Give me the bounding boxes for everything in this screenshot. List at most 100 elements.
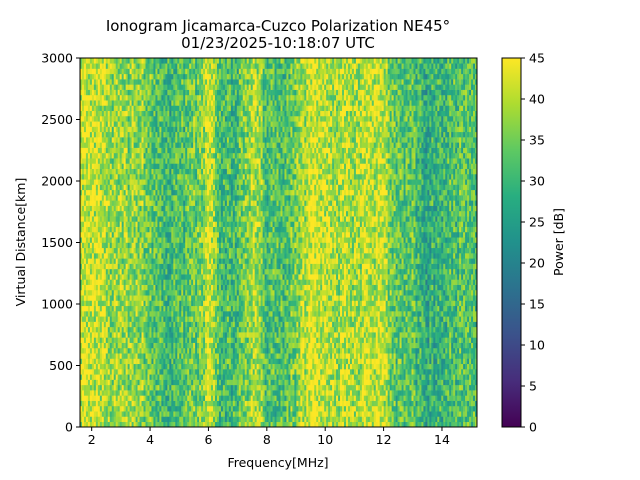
heatmap-cell [133, 152, 136, 159]
heatmap-cell [163, 379, 166, 386]
heatmap-cell [205, 274, 208, 280]
heatmap-cell [181, 363, 184, 370]
heatmap-cell [141, 179, 144, 185]
heatmap-cell [81, 400, 85, 407]
heatmap-cell [161, 163, 164, 169]
heatmap-cell [197, 311, 200, 317]
heatmap-cell [147, 363, 150, 370]
heatmap-cell [159, 347, 162, 354]
heatmap-cell [209, 100, 212, 106]
heatmap-cell [169, 105, 172, 112]
heatmap-cell [153, 311, 156, 317]
heatmap-cell [141, 68, 144, 75]
heatmap-cell [201, 400, 204, 407]
heatmap-cell [149, 68, 152, 75]
heatmap-cell [129, 100, 132, 106]
heatmap-cell [115, 163, 119, 169]
heatmap-cell [214, 237, 218, 243]
heatmap-cell [181, 158, 184, 164]
heatmap-cell [203, 289, 206, 296]
heatmap-cell [159, 363, 162, 370]
heatmap-cell [209, 411, 212, 417]
heatmap-cell [201, 142, 204, 148]
heatmap-cell [151, 142, 154, 148]
heatmap-cell [99, 421, 103, 427]
heatmap-cell [105, 305, 109, 312]
heatmap-cell [81, 358, 85, 365]
heatmap-cell [139, 400, 142, 407]
heatmap-cell [93, 58, 97, 64]
heatmap-cell [149, 400, 152, 407]
heatmap-cell [214, 205, 218, 212]
heatmap-cell [213, 184, 216, 191]
heatmap-cell [80, 379, 83, 386]
heatmap-cell [87, 358, 91, 365]
heatmap-cell [155, 100, 158, 106]
heatmap-cell [207, 142, 210, 148]
heatmap-cell [159, 400, 162, 407]
heatmap-cell [139, 163, 142, 169]
heatmap-cell [129, 210, 132, 217]
heatmap-cell [131, 263, 134, 270]
heatmap-cell [149, 295, 152, 301]
heatmap-cell [167, 405, 170, 412]
heatmap-cell [199, 258, 202, 264]
heatmap-cell [199, 63, 202, 69]
heatmap-cell [173, 326, 176, 333]
heatmap-cell [213, 73, 216, 80]
heatmap-cell [91, 115, 95, 122]
heatmap-cell [197, 279, 200, 285]
heatmap-cell [129, 152, 132, 159]
heatmap-cell [143, 205, 146, 212]
heatmap-cell [113, 179, 117, 185]
heatmap-cell [139, 337, 142, 343]
heatmap-cell [121, 284, 124, 291]
heatmap-cell [109, 374, 113, 380]
heatmap-cell [113, 210, 117, 217]
heatmap-cell [161, 279, 164, 285]
heatmap-cell [187, 411, 190, 417]
heatmap-cell [214, 89, 218, 96]
heatmap-cell [105, 405, 109, 412]
heatmap-cell [199, 216, 202, 222]
heatmap-cell [91, 300, 95, 307]
heatmap-cell [87, 58, 91, 64]
heatmap-cell [99, 384, 103, 391]
heatmap-cell [185, 305, 188, 312]
heatmap-cell [113, 347, 117, 354]
heatmap-cell [99, 137, 103, 143]
heatmap-cell [167, 89, 170, 96]
heatmap-cell [83, 147, 87, 154]
heatmap-cell [87, 210, 91, 217]
heatmap-cell [95, 295, 99, 301]
heatmap-cell [213, 179, 216, 185]
heatmap-cell [187, 152, 190, 159]
heatmap-cell [173, 84, 176, 90]
heatmap-cell [157, 195, 160, 201]
heatmap-cell [173, 258, 176, 264]
heatmap-cell [107, 221, 111, 227]
heatmap-cell [105, 110, 109, 117]
heatmap-cell [141, 289, 144, 296]
heatmap-cell [145, 137, 148, 143]
heatmap-cell [218, 316, 222, 322]
heatmap-cell [163, 226, 166, 233]
heatmap-cell [113, 89, 117, 96]
heatmap-cell [211, 279, 214, 285]
heatmap-cell [109, 179, 113, 185]
heatmap-cell [147, 131, 150, 138]
heatmap-cell [80, 89, 83, 96]
heatmap-cell [149, 58, 152, 64]
heatmap-cell [179, 305, 182, 312]
heatmap-cell [205, 253, 208, 259]
heatmap-cell [209, 305, 212, 312]
heatmap-cell [103, 226, 107, 233]
heatmap-cell [171, 63, 174, 69]
heatmap-cell [145, 400, 148, 407]
heatmap-cell [213, 342, 216, 349]
heatmap-cell [220, 305, 224, 312]
heatmap-cell [177, 268, 180, 275]
heatmap-cell [81, 326, 85, 333]
heatmap-cell [137, 379, 140, 386]
heatmap-cell [169, 305, 172, 312]
